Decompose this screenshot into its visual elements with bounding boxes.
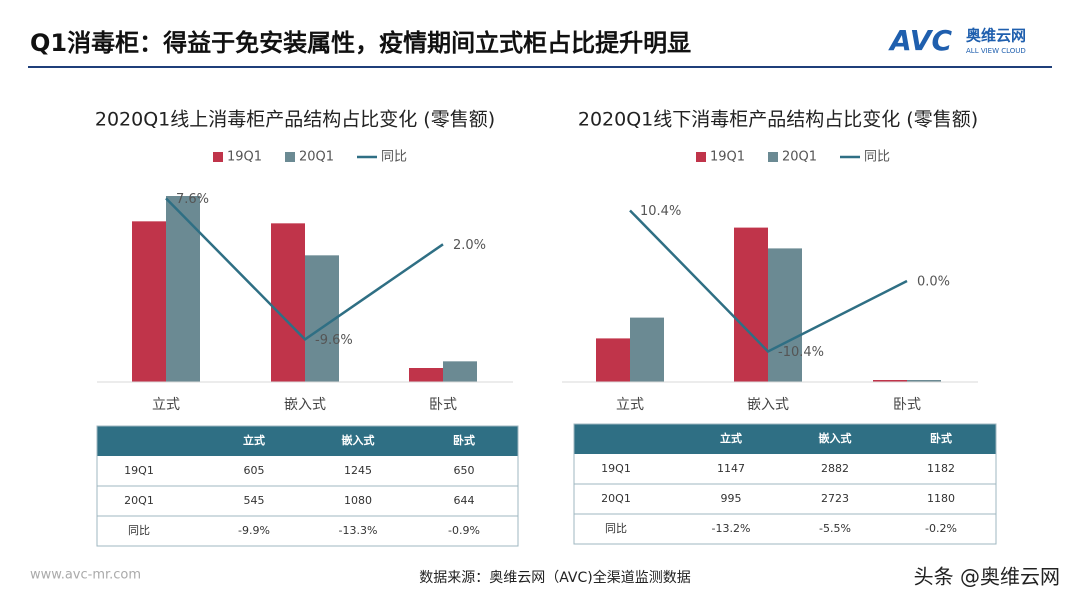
data-label: 0.0% — [917, 274, 950, 289]
x-tick-label: 嵌入式 — [747, 397, 789, 413]
line — [165, 197, 444, 342]
column-header: 卧式 — [930, 431, 952, 445]
cell: 644 — [454, 494, 475, 507]
cell: 650 — [454, 464, 475, 477]
cell: 1147 — [717, 462, 745, 475]
legend-label: 19Q1 — [710, 150, 745, 165]
legend-swatch — [213, 152, 223, 162]
cell: -0.9% — [448, 524, 480, 537]
bar — [630, 317, 664, 382]
legend-swatch — [768, 152, 778, 162]
table-header — [574, 424, 996, 454]
logo-en: ALL VIEW CLOUD — [966, 47, 1026, 55]
column-header: 嵌入式 — [819, 431, 852, 445]
row-label: 20Q1 — [601, 492, 631, 505]
row-label: 同比 — [128, 524, 150, 537]
legend-label: 同比 — [381, 150, 407, 165]
column-header: 立式 — [243, 433, 265, 447]
x-tick-label: 卧式 — [429, 397, 457, 413]
legend-label: 20Q1 — [299, 150, 334, 165]
legend-label: 19Q1 — [227, 150, 262, 165]
column-header: 卧式 — [453, 433, 475, 447]
data-label: 2.0% — [453, 238, 486, 253]
cell: 1182 — [927, 462, 955, 475]
source: 数据来源：奥维云网（AVC)全渠道监测数据 — [419, 569, 691, 586]
cell: -0.2% — [925, 522, 957, 535]
cell: 2882 — [821, 462, 849, 475]
watermark: 头条 @奥维云网 — [914, 565, 1060, 589]
bar — [132, 221, 166, 382]
slide-title: Q1消毒柜：得益于免安装属性，疫情期间立式柜占比提升明显 — [30, 29, 691, 57]
cell: 995 — [721, 492, 742, 505]
row-label: 19Q1 — [601, 462, 631, 475]
legend-swatch — [696, 152, 706, 162]
legend-label: 同比 — [864, 150, 890, 165]
bar — [768, 248, 802, 382]
x-tick-label: 立式 — [616, 397, 644, 413]
line — [629, 209, 908, 354]
data-label: -10.4% — [778, 345, 824, 360]
chart-title: 2020Q1线上消毒柜产品结构占比变化 (零售额) — [95, 109, 495, 131]
row-label: 20Q1 — [124, 494, 154, 507]
x-tick-label: 卧式 — [893, 397, 921, 413]
cell: 605 — [244, 464, 265, 477]
table-header — [97, 426, 518, 456]
table-border — [573, 423, 997, 545]
column-header: 嵌入式 — [342, 433, 375, 447]
bar — [907, 380, 941, 382]
bar — [596, 338, 630, 382]
cell: -13.2% — [712, 522, 751, 535]
bar — [409, 368, 443, 382]
cell: 545 — [244, 494, 265, 507]
chart-title: 2020Q1线下消毒柜产品结构占比变化 (零售额) — [578, 109, 978, 131]
cell: -13.3% — [339, 524, 378, 537]
legend-label: 20Q1 — [782, 150, 817, 165]
bar — [734, 227, 768, 382]
cell: 1080 — [344, 494, 372, 507]
data-label: -9.6% — [315, 333, 353, 348]
cell: 1180 — [927, 492, 955, 505]
cell: -9.9% — [238, 524, 270, 537]
cell: 2723 — [821, 492, 849, 505]
data-label: 10.4% — [640, 204, 681, 219]
website: www.avc-mr.com — [30, 568, 141, 583]
logo: AVC — [888, 24, 952, 57]
bar — [166, 196, 200, 382]
row-label: 同比 — [605, 522, 627, 535]
legend-swatch — [285, 152, 295, 162]
row-label: 19Q1 — [124, 464, 154, 477]
x-tick-label: 立式 — [152, 397, 180, 413]
table-border — [96, 425, 519, 547]
bar — [271, 223, 305, 382]
data-label: 7.6% — [176, 192, 209, 207]
x-tick-label: 嵌入式 — [284, 397, 326, 413]
logo-cn: 奥维云网 — [966, 27, 1026, 45]
column-header: 立式 — [720, 431, 742, 445]
cell: 1245 — [344, 464, 372, 477]
bar — [443, 361, 477, 382]
cell: -5.5% — [819, 522, 851, 535]
bar — [873, 380, 907, 382]
